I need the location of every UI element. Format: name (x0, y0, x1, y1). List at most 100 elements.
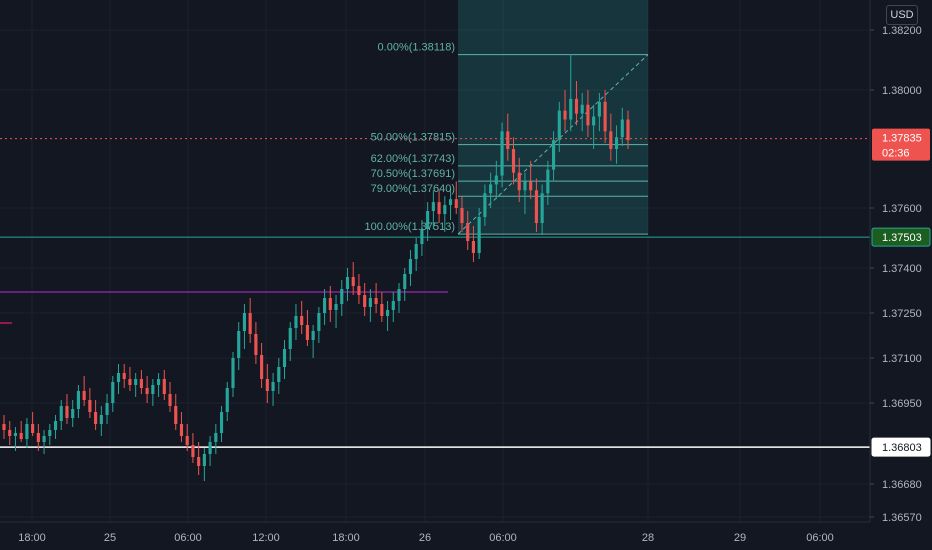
fib-zone[interactable] (458, 0, 648, 235)
current-price-value: 1.37835 (882, 133, 922, 145)
candle (248, 313, 252, 334)
candle (122, 373, 126, 379)
fib-retracement-box[interactable] (457, 0, 649, 235)
time-tick-label: 06:00 (806, 532, 834, 544)
candle (569, 98, 573, 120)
candle (294, 316, 298, 328)
price-tick-label: 1.36680 (882, 479, 922, 491)
candle (380, 304, 384, 316)
time-axis-bg (0, 522, 870, 550)
candle (345, 277, 350, 289)
candle (574, 98, 579, 114)
fib-label: 100.00%(1.37513) (364, 221, 455, 233)
candle (282, 349, 287, 367)
candle (403, 274, 407, 289)
candle (328, 298, 332, 310)
white-level-tag[interactable] (871, 437, 931, 457)
price-axis[interactable]: 1.38200 1.38000 1.37600 1.37400 1.37250 1.371… (869, 0, 932, 550)
candle (489, 184, 493, 194)
candle (242, 313, 247, 331)
candle (603, 101, 607, 132)
candle (94, 412, 98, 424)
candle (185, 436, 189, 445)
candle (620, 119, 624, 138)
level-tag-value: 1.37503 (882, 232, 922, 244)
horizontal-levels[interactable] (0, 138, 870, 448)
candle (466, 223, 470, 241)
candle (374, 298, 378, 304)
candle (300, 316, 304, 325)
fib-label: 62.00%(1.37743) (371, 153, 455, 165)
candle (8, 430, 12, 436)
price-axis-bg (870, 0, 932, 550)
candle (448, 199, 453, 206)
candle (128, 379, 132, 385)
candle (317, 313, 321, 331)
candle (151, 385, 155, 394)
candle (174, 406, 178, 424)
candle (19, 433, 23, 439)
level-tag-value: 1.36803 (882, 442, 922, 454)
candle (368, 298, 372, 307)
candle (454, 199, 458, 208)
price-tick-label: 1.38200 (882, 25, 922, 37)
time-tick-label: 06:00 (489, 532, 517, 544)
candle (13, 433, 18, 436)
countdown-value: 02:36 (882, 148, 910, 160)
candle (340, 289, 344, 304)
price-tick-label: 1.37400 (882, 263, 922, 275)
candle (237, 331, 241, 358)
fib-label: 50.00%(1.37815) (371, 132, 455, 144)
candle (597, 101, 601, 117)
candles (2, 54, 630, 481)
candle (471, 241, 476, 253)
current-price-tag[interactable] (872, 128, 930, 161)
candle (517, 172, 521, 191)
candle (139, 379, 143, 388)
candle (397, 289, 401, 301)
candle (231, 358, 235, 388)
price-tick-label: 1.38000 (882, 85, 922, 97)
candle (197, 457, 201, 466)
candle (511, 149, 516, 173)
candle (271, 382, 275, 391)
fib-label: 70.50%(1.37691) (371, 168, 455, 180)
support-level-tag[interactable] (871, 227, 931, 247)
candle (105, 403, 109, 415)
candle (426, 211, 430, 229)
time-tick-label: 12:00 (252, 532, 280, 544)
candle (420, 229, 424, 244)
candle (145, 388, 149, 394)
candle (48, 430, 52, 436)
candle (162, 379, 166, 394)
price-tick-label: 1.37100 (882, 353, 922, 365)
candle (179, 424, 184, 436)
candle (116, 373, 121, 382)
time-axis[interactable]: 18:00 25 06:00 12:00 18:00 26 06:00 28 29 06:00 (0, 521, 870, 550)
candle (523, 181, 527, 191)
currency-button[interactable]: USD (886, 5, 918, 25)
time-tick-label: 26 (419, 532, 431, 544)
candle (357, 286, 361, 295)
candle (191, 445, 195, 457)
candle (500, 131, 504, 176)
candle (477, 217, 481, 253)
time-tick-label: 29 (734, 532, 746, 544)
candle (88, 400, 92, 412)
candle (431, 202, 435, 211)
candle (214, 433, 218, 442)
candle (53, 421, 58, 430)
candle (99, 415, 103, 424)
candle (506, 131, 510, 149)
candle (82, 391, 86, 400)
candle (254, 334, 258, 355)
candle (305, 325, 309, 340)
candle (277, 367, 281, 382)
candle (311, 331, 315, 340)
candle (529, 181, 533, 191)
fib-trend-line[interactable] (457, 54, 649, 235)
candle (76, 391, 80, 409)
candle (586, 104, 590, 126)
candle (65, 406, 69, 418)
